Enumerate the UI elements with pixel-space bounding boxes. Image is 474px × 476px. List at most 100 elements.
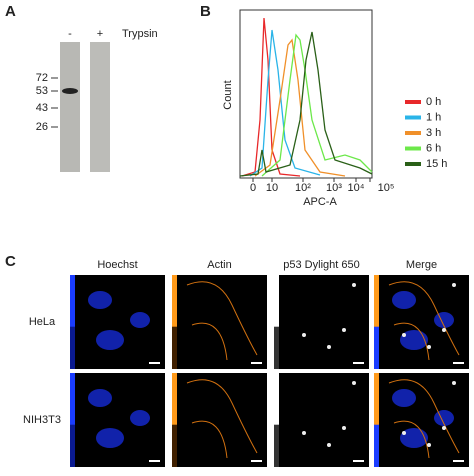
legend-label: 0 h [426,96,441,108]
legend-swatch [405,100,421,104]
scale-bar [453,460,464,462]
p53-spot [342,426,346,430]
nucleus [96,428,124,448]
column-header: Merge [406,259,437,271]
x-tick-label: 10⁴ [348,182,365,194]
legend-swatch [405,162,421,166]
color-bar-shade [274,424,279,467]
histogram [254,38,346,177]
micrograph [374,275,469,369]
micrograph [70,373,165,467]
micrograph [70,275,165,369]
nucleus [392,291,416,309]
p53-spot [452,381,456,385]
nucleus [130,410,150,426]
blot-lane [60,42,80,172]
lane-label: - [68,28,72,40]
color-bar [274,275,279,369]
p53-spot [442,426,446,430]
histograms [239,17,373,177]
panel-label: A [5,3,16,20]
legend-label: 1 h [426,111,441,123]
p53-spot [402,333,406,337]
p53-spot [427,443,431,447]
micrograph [172,275,267,369]
color-bar-shade [374,424,379,467]
actin [186,379,258,459]
micrograph [274,275,369,369]
actin [388,281,460,361]
marker-label: 26 [36,121,48,133]
row-label: HeLa [29,316,56,328]
column-header: p53 Dylight 650 [283,259,359,271]
scale-bar [251,362,262,364]
scale-bar [251,460,262,462]
scale-bar [353,460,364,462]
p53-spot [352,381,356,385]
actin [388,379,460,459]
row-label: NIH3T3 [23,414,61,426]
p53-spot [452,283,456,287]
blot-lane [90,42,110,172]
marker-ticks [51,77,58,128]
p53-spot [327,443,331,447]
color-bar-shade [70,326,75,369]
color-bar-shade [70,424,75,467]
color-bar-shade [374,326,379,369]
p53-spot [442,328,446,332]
x-tick-label: 10⁵ [378,182,395,194]
panel-label: B [200,3,211,20]
marker-label: 43 [36,102,48,114]
actin [186,281,258,361]
x-tick-label: 10 [266,182,278,194]
color-bar [70,373,75,467]
p53-spot [402,431,406,435]
marker-label: 53 [36,85,48,97]
plot-frame [239,9,373,179]
nucleus [400,330,428,350]
p53-spot [302,333,306,337]
nucleus [88,389,112,407]
micrograph [374,373,469,467]
color-bar-shade [274,326,279,369]
p53-spot [427,345,431,349]
nucleus [88,291,112,309]
scale-bar [149,460,160,462]
p53-spot [352,283,356,287]
micrograph [274,373,369,467]
p53-spot [302,431,306,435]
legend-label: 15 h [426,158,447,170]
p53-spot [327,345,331,349]
nucleus [392,389,416,407]
legend-label: 3 h [426,127,441,139]
legend-swatch [405,115,421,120]
histogram [241,17,301,177]
x-tick-label: 10² [295,182,311,194]
color-bar [374,373,379,467]
color-bar [70,275,75,369]
color-bar [172,275,177,369]
color-bar [274,373,279,467]
scale-bar [149,362,160,364]
panel-label: C [5,253,16,270]
lane-label: + [97,28,103,40]
nucleus [130,312,150,328]
micrograph [172,373,267,467]
nucleus [400,428,428,448]
scale-bar [453,362,464,364]
color-bar [172,373,177,467]
y-axis-label: Count [222,80,234,109]
nucleus [96,330,124,350]
treatment-label: Trypsin [122,28,158,40]
column-header: Actin [207,259,231,271]
color-bar [374,275,379,369]
legend-swatch [405,146,421,151]
color-bar-shade [172,326,177,369]
blot-band [62,88,78,94]
legend-label: 6 h [426,142,441,154]
x-tick-label: 10³ [326,182,342,194]
p53-spot [342,328,346,332]
scale-bar [353,362,364,364]
x-tick-label: 0 [250,182,256,194]
